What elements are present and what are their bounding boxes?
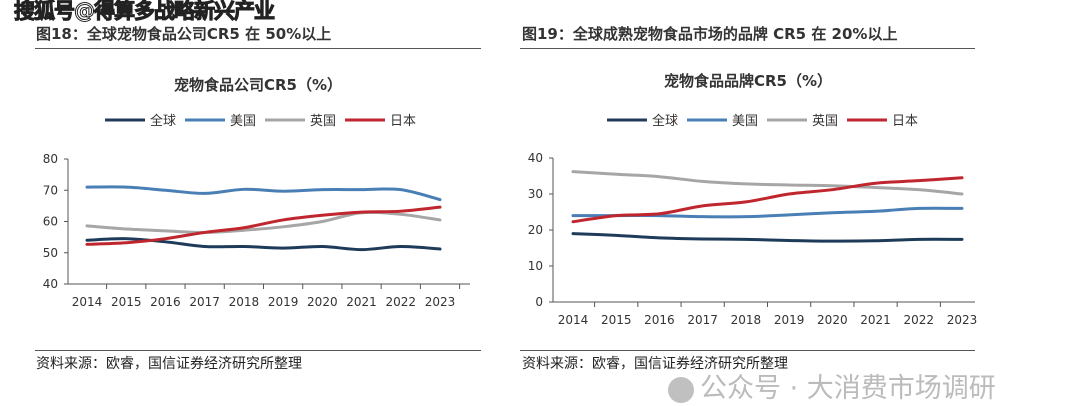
legend-label: 日本 bbox=[892, 114, 918, 129]
source-note: 资料来源：欧睿，国信证券经济研究所整理 bbox=[36, 356, 302, 372]
y-tick-label: 20 bbox=[528, 223, 543, 237]
x-tick-label: 2021 bbox=[346, 295, 377, 309]
series-line-英国 bbox=[571, 170, 964, 196]
divider bbox=[35, 48, 481, 49]
x-tick-label: 2018 bbox=[731, 313, 762, 327]
x-tick-label: 2014 bbox=[72, 295, 103, 309]
x-tick-label: 2015 bbox=[111, 295, 142, 309]
chart-title: 宠物食品品牌CR5（%） bbox=[664, 72, 832, 90]
wechat-logo-icon bbox=[668, 376, 694, 403]
legend-label: 英国 bbox=[812, 114, 838, 129]
legend-label: 美国 bbox=[230, 114, 256, 129]
chart-title: 宠物食品公司CR5（%） bbox=[174, 76, 342, 94]
x-tick-label: 2020 bbox=[307, 295, 338, 309]
divider bbox=[35, 350, 481, 351]
legend-label: 全球 bbox=[150, 113, 176, 129]
y-tick-label: 80 bbox=[43, 152, 58, 166]
chart-company-cr5: 宠物食品公司CR5（%） 全球 美国 英国 日本 40 50 60 70 80 2014 2015 20… bbox=[43, 76, 470, 309]
watermark-sohu: 搜狐号@得算多战略新兴产业 bbox=[14, 0, 276, 23]
watermark-text: 公众号 · 大消费市场调研 bbox=[700, 373, 996, 404]
series-line-美国 bbox=[85, 185, 442, 202]
figure-title: 图19：全球成熟宠物食品市场的品牌 CR5 在 20%以上 bbox=[522, 25, 898, 43]
divider bbox=[520, 48, 975, 49]
x-tick-label: 2019 bbox=[774, 313, 805, 327]
chart-brand-cr5: 宠物食品品牌CR5（%） 全球 美国 英国 日本 0 10 20 30 40 2014 2015 201… bbox=[528, 72, 978, 327]
y-tick-label: 10 bbox=[528, 259, 543, 273]
x-tick-label: 2016 bbox=[644, 313, 675, 327]
y-tick-label: 30 bbox=[528, 187, 543, 201]
x-tick-label: 2018 bbox=[229, 295, 260, 309]
y-tick-label: 0 bbox=[535, 295, 543, 309]
series-line-日本 bbox=[571, 176, 964, 224]
x-tick-label: 2014 bbox=[558, 313, 589, 327]
series-line-日本 bbox=[85, 205, 442, 246]
source-note: 资料来源：欧睿，国信证券经济研究所整理 bbox=[522, 356, 788, 372]
series-line-全球 bbox=[571, 232, 964, 243]
x-tick-label: 2015 bbox=[601, 313, 632, 327]
legend-label: 全球 bbox=[652, 113, 678, 129]
y-tick-label: 70 bbox=[43, 183, 58, 197]
legend-label: 英国 bbox=[310, 114, 336, 129]
y-tick-label: 50 bbox=[43, 246, 58, 260]
x-tick-label: 2021 bbox=[860, 313, 891, 327]
x-tick-label: 2017 bbox=[687, 313, 718, 327]
y-tick-label: 40 bbox=[43, 277, 58, 291]
x-tick-label: 2020 bbox=[817, 313, 848, 327]
divider bbox=[520, 350, 975, 351]
x-tick-label: 2019 bbox=[268, 295, 299, 309]
legend-label: 美国 bbox=[732, 114, 758, 129]
x-tick-label: 2023 bbox=[425, 295, 456, 309]
legend-label: 日本 bbox=[390, 114, 416, 129]
x-tick-label: 2023 bbox=[947, 313, 978, 327]
x-tick-label: 2022 bbox=[386, 295, 417, 309]
watermark-wechat: 公众号 · 大消费市场调研 bbox=[668, 374, 996, 404]
x-tick-label: 2017 bbox=[189, 295, 220, 309]
y-tick-label: 60 bbox=[43, 215, 58, 229]
x-tick-label: 2016 bbox=[150, 295, 181, 309]
x-tick-label: 2022 bbox=[904, 313, 935, 327]
y-tick-label: 40 bbox=[528, 151, 543, 165]
figure-title: 图18：全球宠物食品公司CR5 在 50%以上 bbox=[36, 25, 332, 43]
